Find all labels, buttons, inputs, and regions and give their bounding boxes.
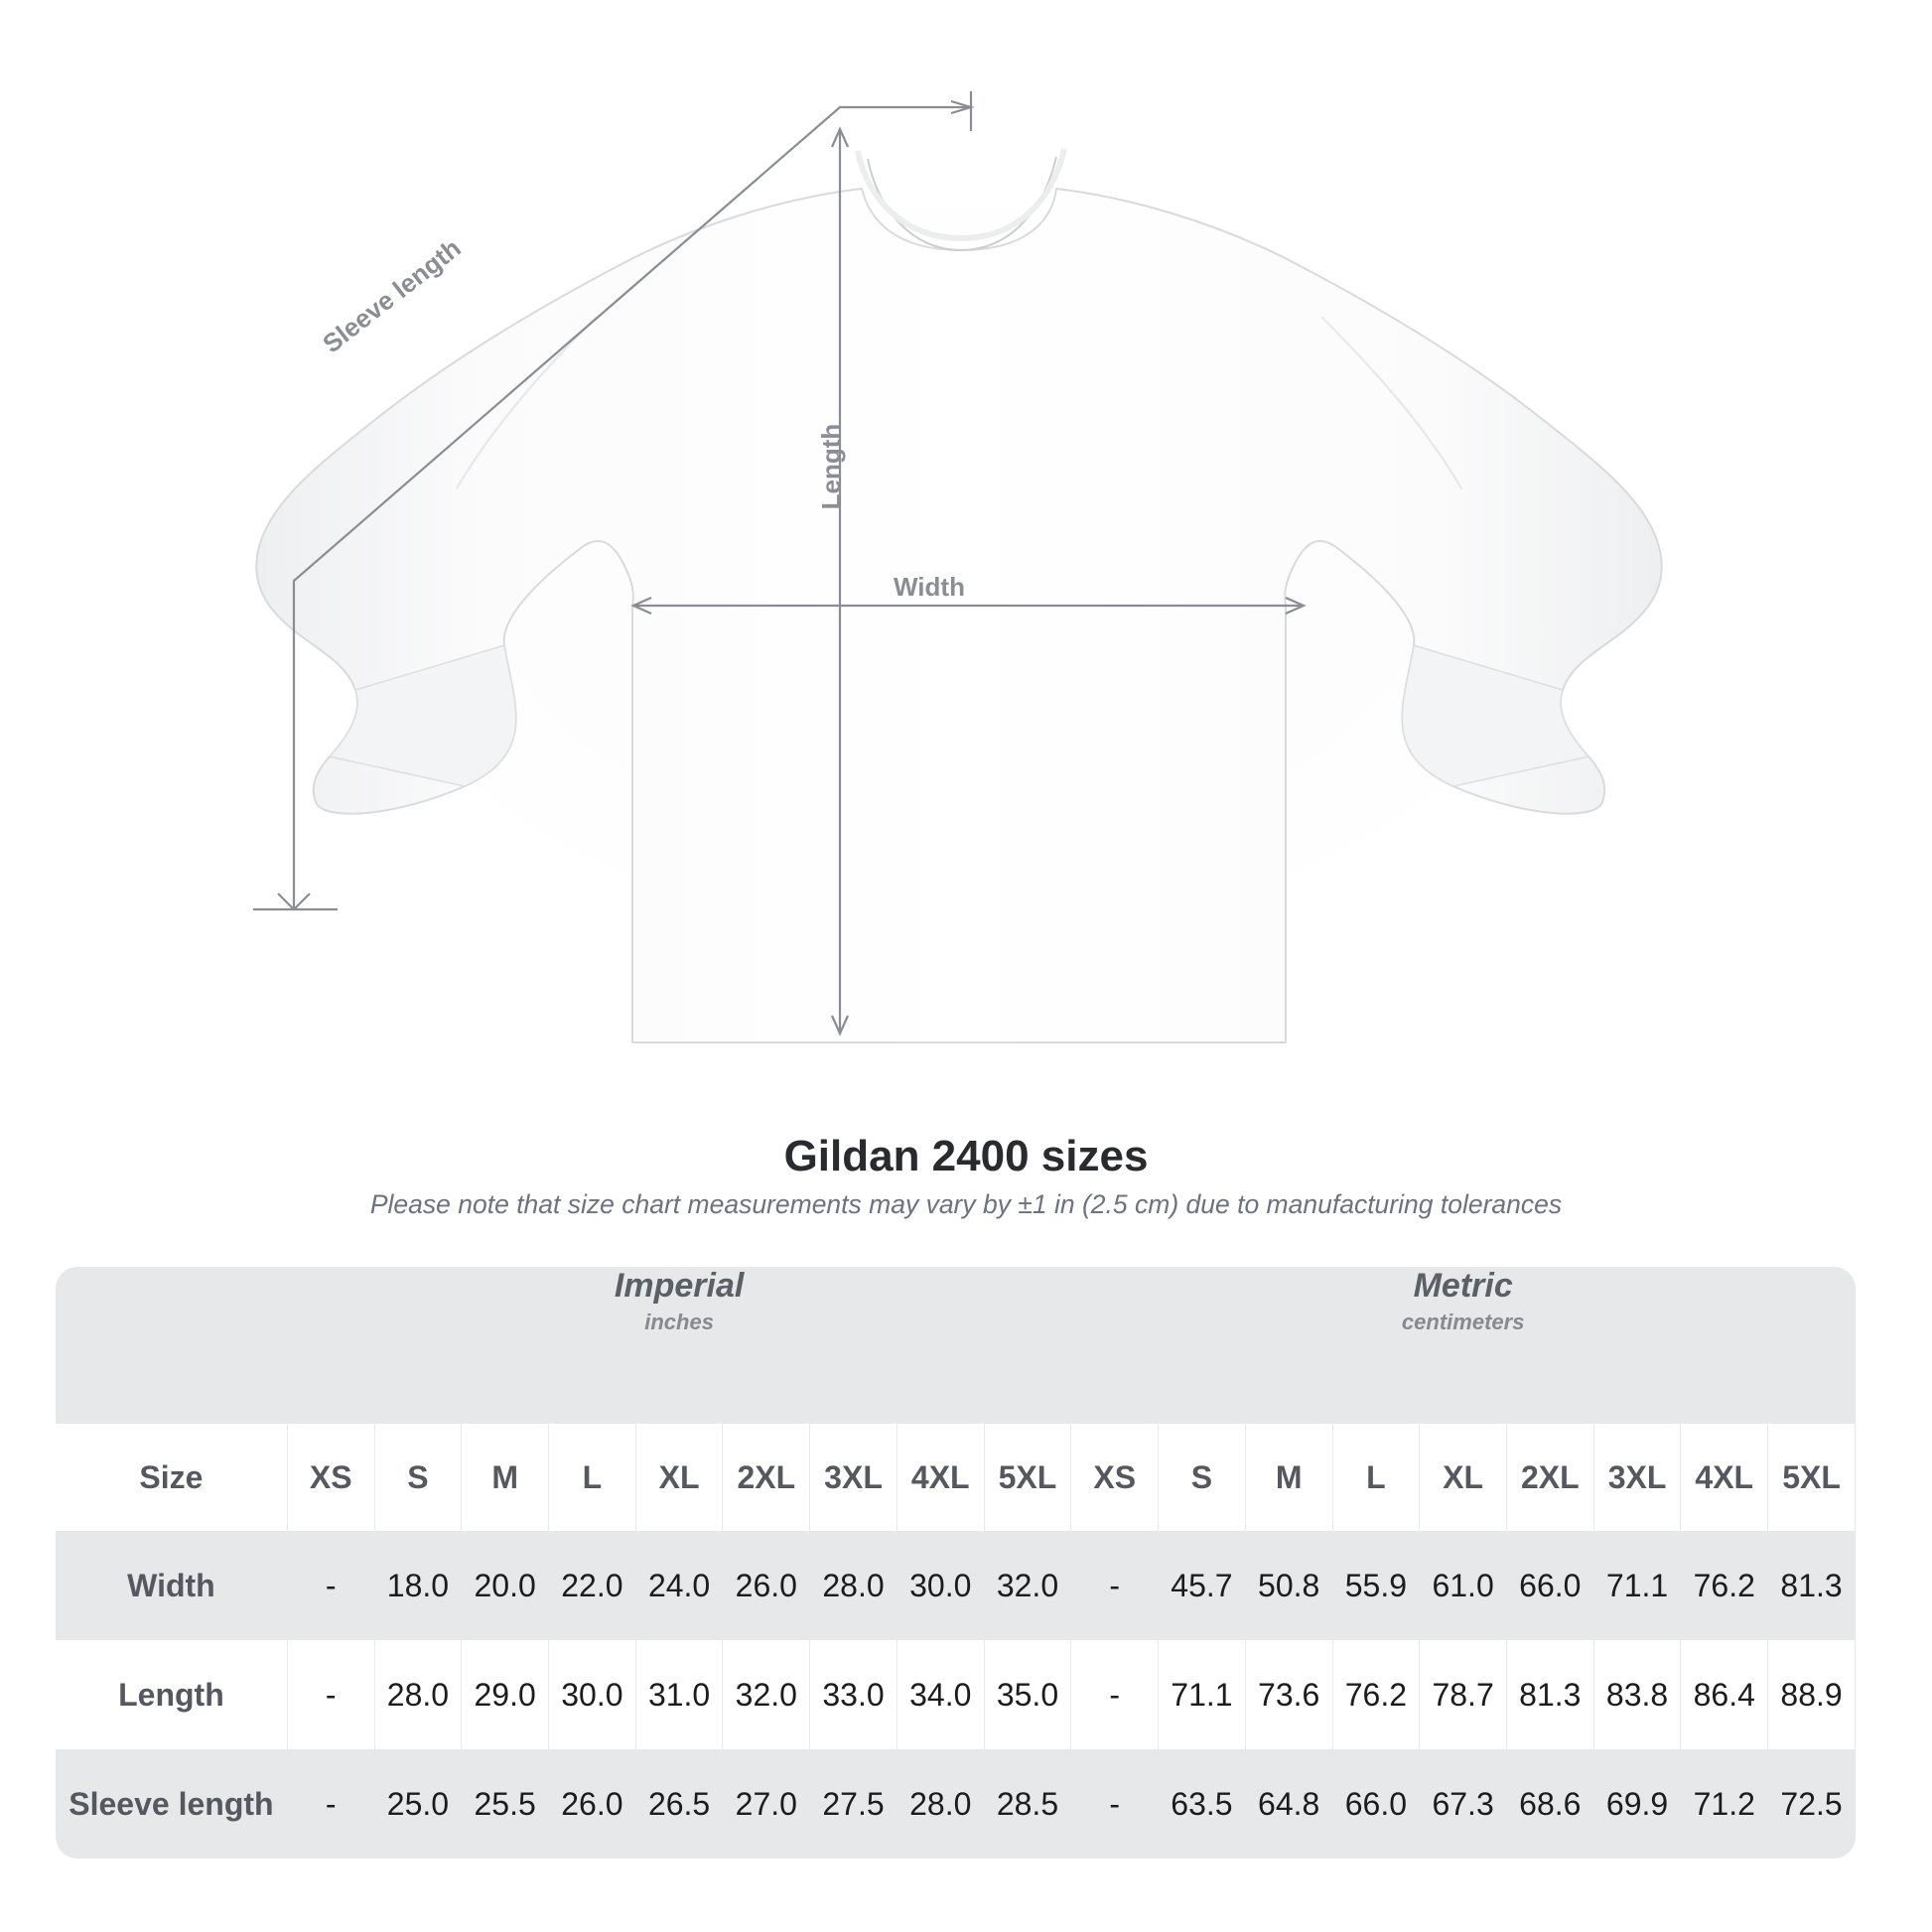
svg-text:Sleeve length: Sleeve length <box>317 232 467 358</box>
svg-text:Width: Width <box>894 572 965 602</box>
svg-text:Length: Length <box>816 424 846 510</box>
